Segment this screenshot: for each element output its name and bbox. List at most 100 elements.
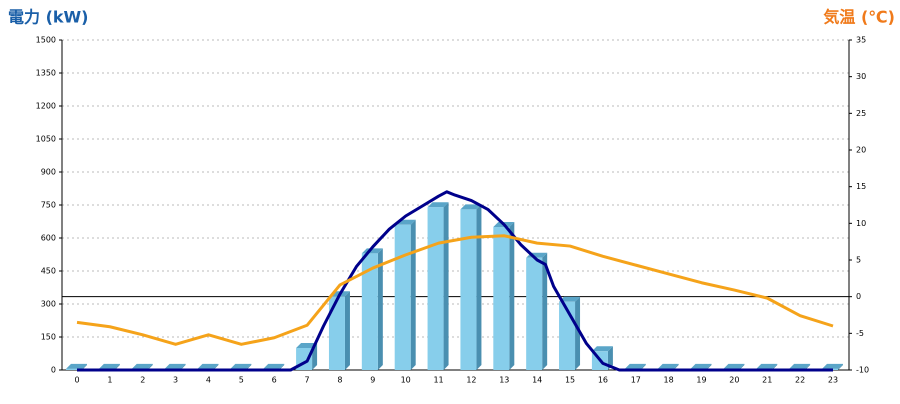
y-tick-label: 600 — [41, 234, 56, 243]
y-tick-label: 750 — [41, 201, 56, 210]
y2-tick-label: 15 — [856, 182, 866, 191]
bar-side — [344, 291, 350, 370]
y-tick-label: 300 — [41, 300, 56, 309]
bar-side — [476, 204, 482, 370]
bar — [66, 368, 82, 370]
bar-side — [377, 248, 383, 370]
y-tick-label: 0 — [51, 366, 56, 375]
bar — [460, 209, 477, 370]
bar-top — [197, 363, 219, 369]
y2-tick-label: 35 — [856, 36, 866, 45]
x-tick-label: 14 — [532, 376, 542, 385]
x-tick-label: 6 — [272, 376, 277, 385]
y-tick-label: 1350 — [36, 69, 56, 78]
bar-side — [838, 363, 843, 370]
bar-side — [640, 363, 646, 370]
bar-side — [673, 363, 679, 370]
y-tick-label: 450 — [41, 267, 56, 276]
bar-top — [66, 363, 87, 369]
bar-top — [657, 363, 679, 369]
x-tick-label: 23 — [828, 376, 838, 385]
x-tick-label: 19 — [696, 376, 706, 385]
bar-top — [164, 363, 186, 369]
x-tick-label: 9 — [370, 376, 375, 385]
bar — [526, 257, 543, 370]
y2-tick-label: 10 — [856, 219, 866, 228]
y-tick-label: 1050 — [36, 135, 56, 144]
bar-side — [213, 363, 219, 370]
x-tick-label: 3 — [173, 376, 178, 385]
x-tick-label: 20 — [729, 376, 739, 385]
bar — [328, 296, 345, 370]
line — [77, 190, 833, 372]
x-tick-label: 16 — [598, 376, 608, 385]
bar-top — [822, 363, 843, 369]
bar-side — [739, 363, 745, 370]
x-tick-label: 11 — [433, 376, 443, 385]
x-tick-label: 0 — [74, 376, 79, 385]
y-tick-label: 1500 — [36, 36, 56, 45]
bar — [361, 253, 378, 370]
y-tick-label: 150 — [41, 333, 56, 342]
y-tick-label: 1200 — [36, 102, 56, 111]
bar — [394, 224, 411, 370]
bar-top — [690, 363, 712, 369]
bar-side — [706, 363, 712, 370]
bar-top — [296, 343, 318, 348]
y2-axis-title: 気温 (℃) — [823, 8, 895, 27]
y2-tick-label: 20 — [856, 146, 866, 155]
bar-side — [246, 363, 252, 370]
bar — [427, 207, 444, 370]
y2-tick-label: 30 — [856, 72, 866, 81]
bar-top — [559, 296, 581, 302]
x-tick-label: 13 — [499, 376, 509, 385]
bar-side — [575, 296, 581, 370]
x-tick-label: 17 — [631, 376, 641, 385]
bar-top — [624, 363, 646, 369]
y-axis-title: 電力 (kW) — [8, 8, 89, 27]
x-tick-label: 7 — [305, 376, 310, 385]
y2-tick-label: 5 — [856, 256, 861, 265]
x-tick-label: 21 — [762, 376, 772, 385]
bar-side — [805, 363, 811, 370]
bar — [493, 227, 510, 370]
x-tick-label: 5 — [239, 376, 244, 385]
bar-side — [443, 202, 449, 370]
bar-side — [147, 363, 153, 370]
bar-top — [591, 346, 613, 352]
y2-tick-label: 0 — [856, 292, 861, 301]
bar-top — [723, 363, 745, 369]
bar-top — [460, 204, 482, 210]
bar-top — [427, 202, 449, 208]
x-tick-label: 4 — [206, 376, 211, 385]
y2-tick-label: 25 — [856, 109, 866, 118]
x-tick-label: 10 — [401, 376, 411, 385]
bar-top — [263, 363, 285, 369]
x-tick-label: 1 — [107, 376, 112, 385]
bar-top — [98, 363, 120, 369]
x-tick-label: 18 — [664, 376, 674, 385]
bar-side — [542, 252, 548, 370]
line — [76, 234, 834, 346]
bar-side — [279, 363, 285, 370]
bar-side — [509, 222, 515, 370]
bar-side — [772, 363, 778, 370]
y2-tick-label: -5 — [856, 329, 864, 338]
x-tick-label: 12 — [466, 376, 476, 385]
bar-side — [82, 363, 87, 370]
bar-top — [131, 363, 153, 369]
y-tick-label: 900 — [41, 168, 56, 177]
bar-top — [756, 363, 778, 369]
x-tick-label: 15 — [565, 376, 575, 385]
x-tick-label: 8 — [337, 376, 342, 385]
bar-side — [410, 219, 416, 370]
x-tick-label: 2 — [140, 376, 145, 385]
bar-side — [607, 346, 613, 370]
bar-side — [114, 363, 120, 370]
bar-top — [789, 363, 811, 369]
x-tick-label: 22 — [795, 376, 805, 385]
bar-side — [180, 363, 186, 370]
bar-top — [230, 363, 252, 369]
y2-tick-label: -10 — [856, 366, 869, 375]
